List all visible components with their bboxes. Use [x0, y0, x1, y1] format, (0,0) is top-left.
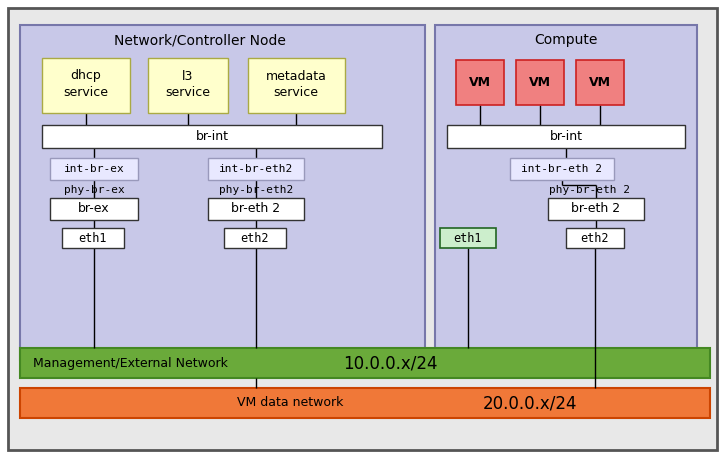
Text: eth1: eth1 — [79, 231, 107, 245]
Bar — [208, 158, 304, 180]
Text: eth2: eth2 — [581, 231, 609, 245]
Text: eth2: eth2 — [241, 231, 269, 245]
Bar — [50, 198, 138, 220]
Text: Management/External Network: Management/External Network — [33, 356, 228, 370]
Text: br-int: br-int — [196, 131, 228, 143]
Text: service: service — [273, 86, 318, 98]
Text: l3: l3 — [182, 70, 194, 82]
Text: 10.0.0.x/24: 10.0.0.x/24 — [343, 354, 437, 372]
Bar — [50, 158, 138, 180]
Text: dhcp: dhcp — [70, 70, 102, 82]
Bar — [435, 25, 697, 360]
Bar — [148, 58, 228, 113]
Bar — [20, 348, 710, 378]
Bar — [62, 228, 124, 248]
Text: phy-br-eth 2: phy-br-eth 2 — [550, 185, 631, 195]
Text: VM: VM — [469, 76, 491, 89]
Bar — [456, 60, 504, 105]
Text: service: service — [165, 86, 210, 98]
Text: VM: VM — [529, 76, 551, 89]
Bar — [20, 388, 710, 418]
Text: phy-br-ex: phy-br-ex — [64, 185, 125, 195]
Bar — [248, 58, 345, 113]
Text: int-br-eth2: int-br-eth2 — [219, 164, 293, 174]
Text: VM: VM — [589, 76, 611, 89]
Bar — [548, 198, 644, 220]
Text: Network/Controller Node: Network/Controller Node — [114, 33, 286, 47]
Text: br-eth 2: br-eth 2 — [571, 202, 621, 216]
Text: service: service — [64, 86, 109, 98]
Bar — [208, 198, 304, 220]
Bar — [566, 228, 624, 248]
Bar — [20, 25, 425, 360]
Bar — [576, 60, 624, 105]
Bar — [510, 158, 614, 180]
Text: metadata: metadata — [265, 70, 326, 82]
Text: int-br-ex: int-br-ex — [64, 164, 125, 174]
Text: br-eth 2: br-eth 2 — [231, 202, 281, 216]
Text: br-int: br-int — [550, 131, 582, 143]
Text: phy-br-eth2: phy-br-eth2 — [219, 185, 293, 195]
Bar — [42, 58, 130, 113]
Text: 20.0.0.x/24: 20.0.0.x/24 — [483, 394, 577, 412]
Text: Compute: Compute — [534, 33, 597, 47]
Bar — [440, 228, 496, 248]
Text: VM data network: VM data network — [237, 397, 343, 409]
Text: eth1: eth1 — [454, 231, 482, 245]
Bar — [447, 125, 685, 148]
Bar — [516, 60, 564, 105]
Bar — [224, 228, 286, 248]
Bar — [42, 125, 382, 148]
Text: int-br-eth 2: int-br-eth 2 — [521, 164, 602, 174]
Text: br-ex: br-ex — [78, 202, 109, 216]
